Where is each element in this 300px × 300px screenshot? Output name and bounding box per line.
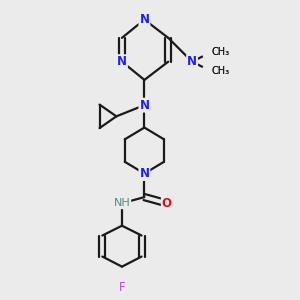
Text: NH: NH: [114, 198, 130, 208]
Text: N: N: [140, 167, 149, 180]
Text: O: O: [162, 197, 172, 210]
Text: CH₃: CH₃: [212, 67, 230, 76]
Text: F: F: [118, 281, 125, 295]
Text: CH₃: CH₃: [212, 67, 230, 76]
Text: CH₃: CH₃: [212, 47, 230, 57]
Text: CH₃: CH₃: [212, 47, 230, 57]
Text: N: N: [117, 55, 127, 68]
Text: N: N: [187, 55, 197, 68]
Text: N: N: [140, 99, 149, 112]
Text: N: N: [140, 13, 149, 26]
